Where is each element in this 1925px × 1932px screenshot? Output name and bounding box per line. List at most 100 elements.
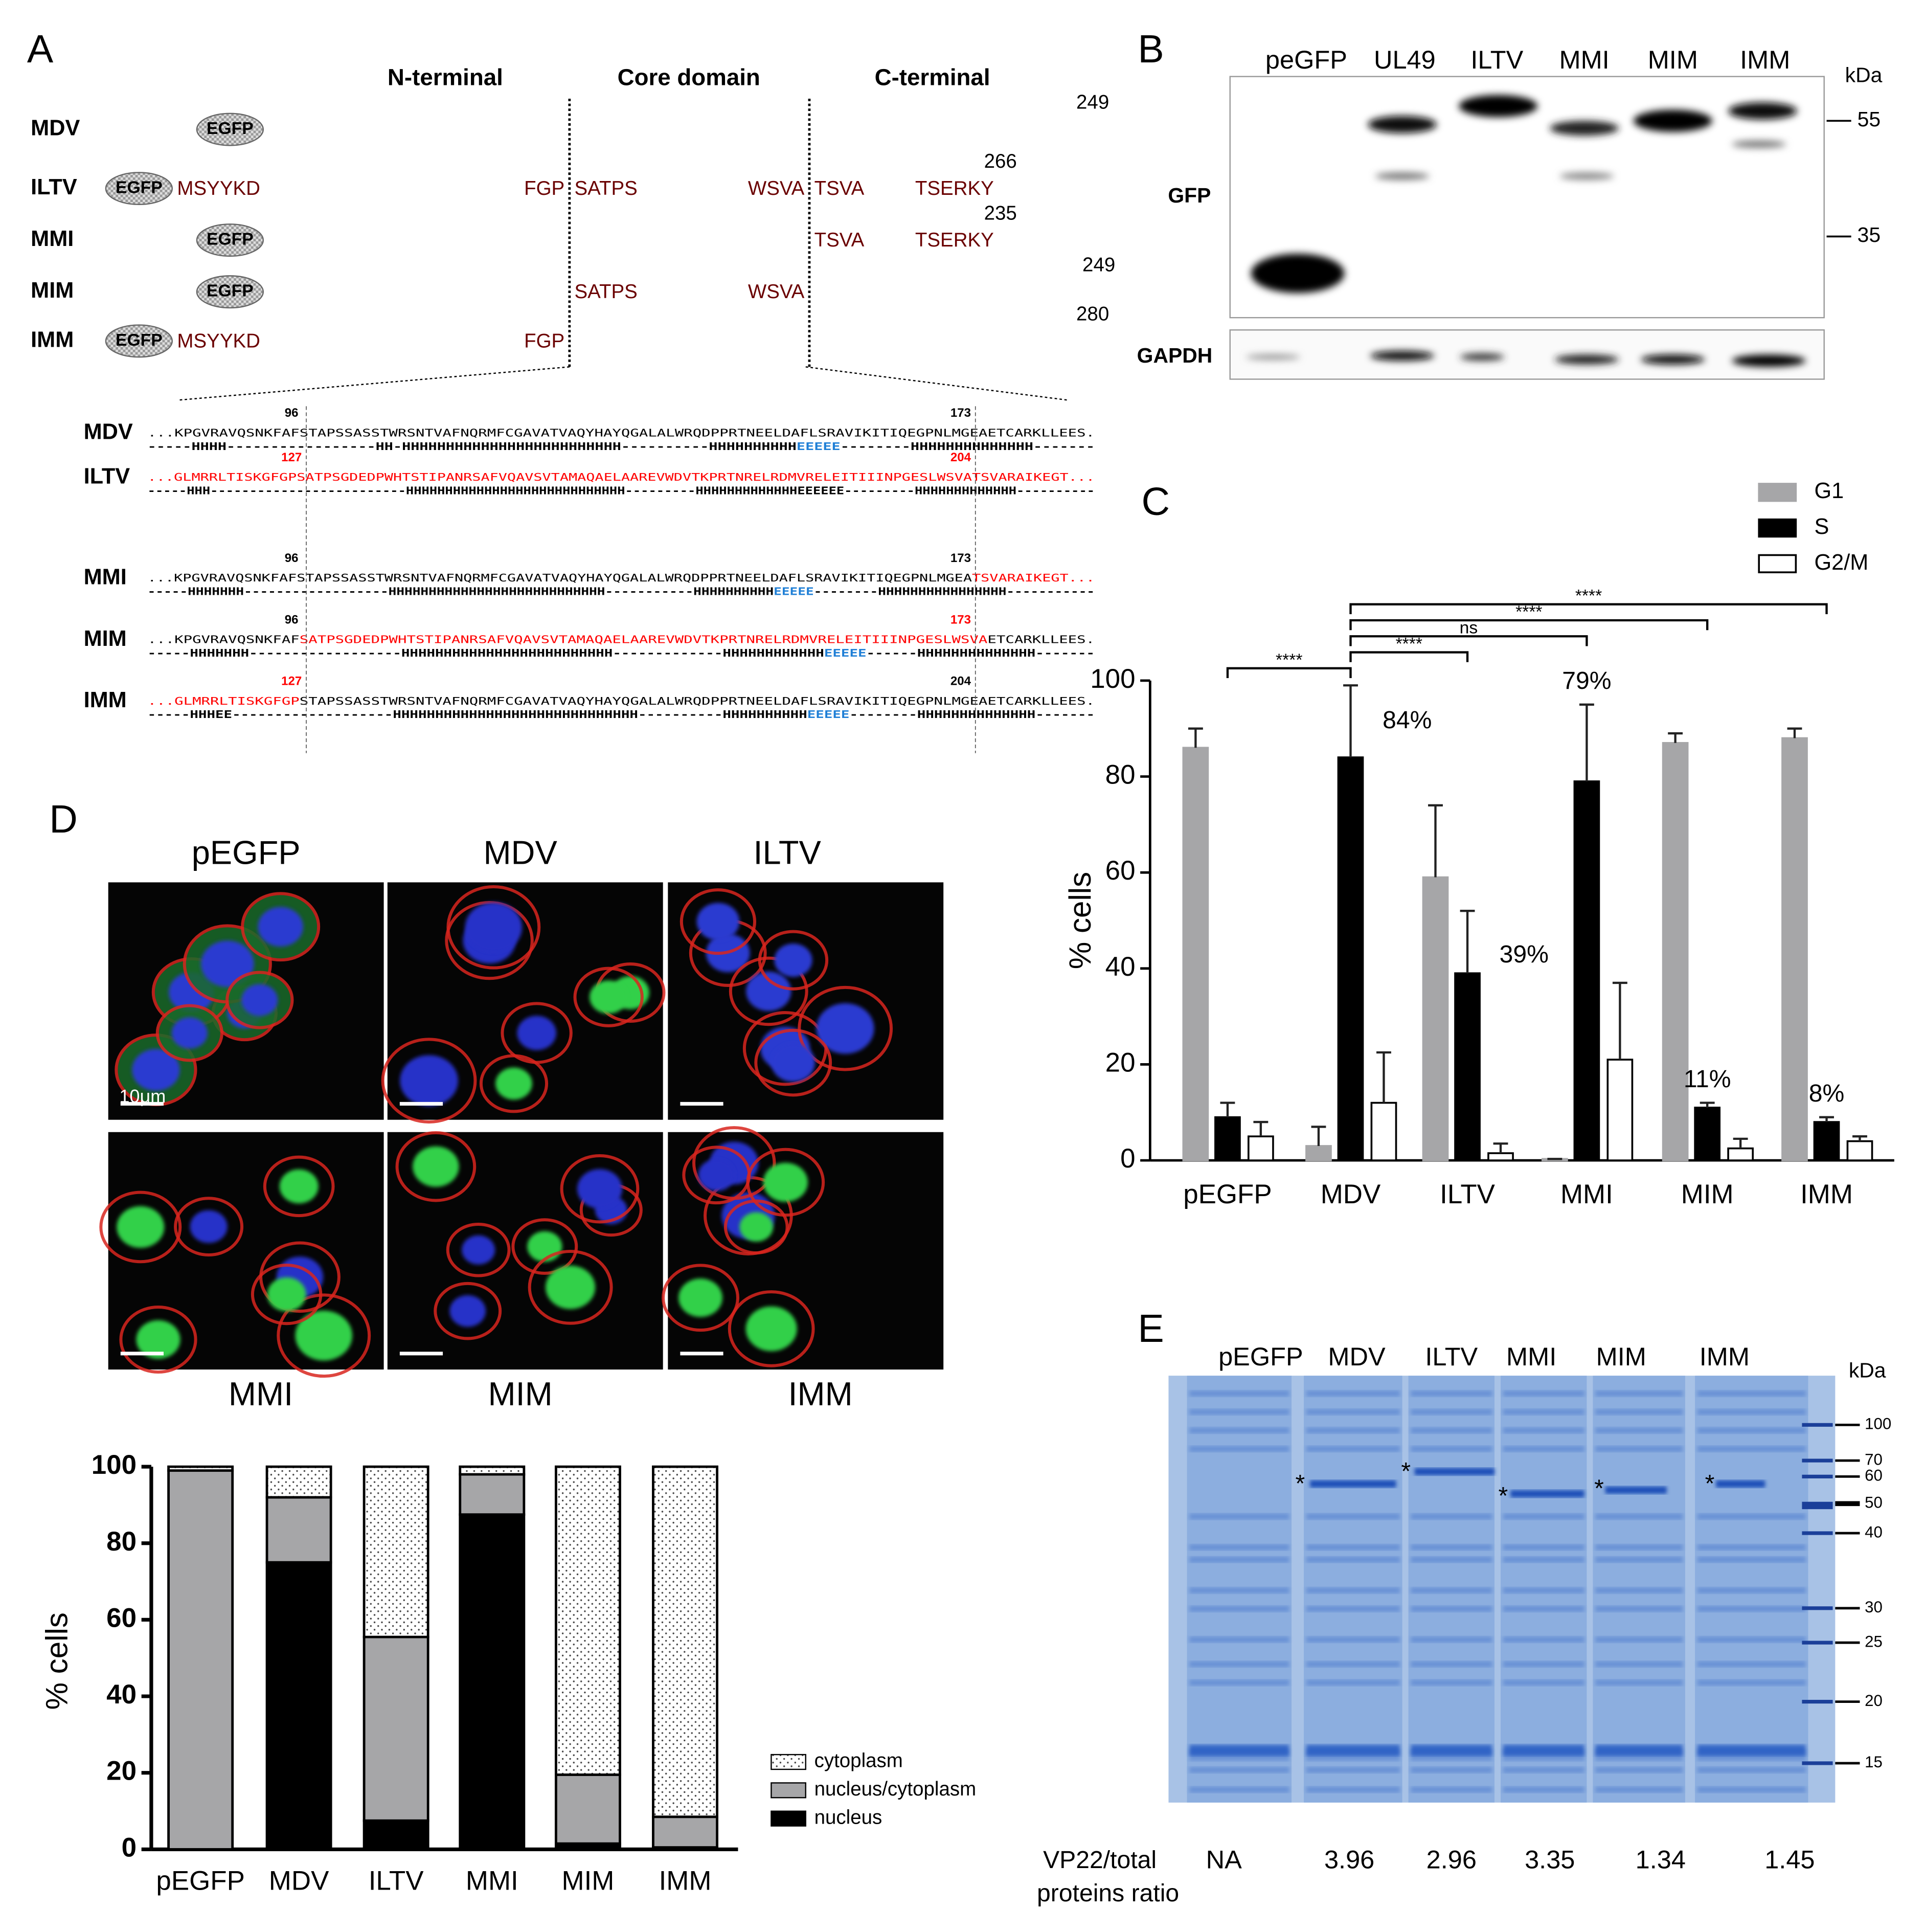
gel-band [1697,1749,1806,1761]
domain-end: RSSDSE [1011,281,1092,303]
gel-band [1503,1749,1584,1761]
sequence-segment: ...KPGVRAVQSNKFAF [148,633,300,645]
cell-membrane [798,985,893,1071]
sequence-line: ...KPGVRAVQSNKFAFSTAPSSASSTWRSNTVAFNQRMF… [148,426,1095,439]
alignment-name: MMI [84,565,127,590]
value-label: 11% [1684,1065,1731,1093]
image-title: MIM [488,1375,553,1412]
cell-nucleus [413,1146,459,1187]
cell-membrane [560,1154,640,1224]
x-tick-label: MIM [1681,1179,1734,1209]
residue-number: 173 [950,406,971,420]
value-label: 84% [1383,706,1432,734]
gel-band [1306,1661,1400,1668]
bar [1606,1059,1634,1161]
significance-bracket [1226,667,1352,679]
cell-nucleus [577,1169,623,1209]
error-bar [1188,727,1203,748]
egfp-label: EGFP [116,178,163,197]
cell-membrane [682,1145,751,1205]
sequence-segment: ...GLMRRLTISKGFGPSATPSGDEDPWHTSTIPANRSAF… [148,471,1095,483]
cells [99,1155,371,1378]
residue-number: 96 [285,551,299,565]
gel-band [1595,1544,1683,1551]
marker-label: 25 [1865,1632,1883,1650]
y-axis-label: % cells [1063,872,1097,969]
cell-nucleus [241,984,278,1016]
bar [1662,742,1689,1161]
domain-start: MSYYKD [177,177,260,199]
gel-band [1411,1409,1492,1416]
sequence-line: ...GLMRRLTISKGFGPSATPSGDEDPWHTSTIPANRSAF… [148,471,1095,483]
error-bar [1253,1120,1269,1137]
gel-band [1411,1587,1492,1593]
gel-band [1189,1661,1289,1668]
marker-label: 40 [1865,1523,1883,1541]
gel-band [1503,1513,1584,1520]
error-bar [1733,1137,1748,1149]
marker-label: 20 [1865,1692,1883,1710]
domain-end: MGEA [746,119,805,141]
band-marker: * [1705,1470,1715,1497]
domain-end: TSERKY [915,177,994,199]
ladder-band [1802,1423,1833,1427]
cell-nucleus [171,1017,208,1049]
bar-segment [363,1635,429,1822]
unit-label: kDa [1849,1359,1886,1382]
lane-label: MMI [1506,1342,1556,1371]
structure-segment: EEEEE [807,708,850,721]
panel-label: E [1138,1307,1164,1351]
marker-label: 50 [1865,1494,1883,1512]
cell-nucleus [774,943,812,977]
domain-end: WSVA [748,281,805,303]
cell-membrane [680,888,757,955]
lane-label: MDV [1328,1342,1386,1371]
bar-segment [363,1819,429,1851]
gel-band [1697,1556,1806,1563]
cell-nucleus [190,1210,228,1243]
cell-membrane [758,930,829,991]
cell-membrane [728,1290,815,1367]
gel-band [1595,1767,1683,1773]
x-tick-label: pEGFP [1183,1179,1272,1209]
panel-b: peGFP UL49 ILTV MMI MIM IMM kDa 55 35 GFP GAPDH [1137,45,1883,380]
cell-membrane [381,1038,477,1124]
cell-membrane [446,885,541,970]
bar [1422,876,1449,1161]
egfp-tag [196,275,264,309]
cell-membrane [446,1222,511,1277]
gel-band [1697,1605,1806,1612]
gel-band [1189,1587,1289,1593]
error-bar [1220,1102,1235,1117]
cell-nucleus [462,1235,495,1265]
sequence-segment: STAPSSASSTWRSNTVAFNQRMFCGAVATVAQYHAYQGAL… [300,695,1095,707]
significance-bracket [1349,651,1469,662]
gel-band [1503,1636,1584,1643]
alignment-name: ILTV [84,464,130,488]
lane-label: IMM [1740,45,1790,74]
cell-nucleus [527,1231,562,1262]
zoom-line [805,366,1068,401]
domain-start: MGDSER [272,229,358,251]
cell-membrane [119,1305,197,1374]
y-axis-label: % cells [39,1612,74,1710]
gel-band [1697,1446,1806,1452]
ratio-value: 2.96 [1426,1845,1477,1874]
x-tick-label: MMI [466,1866,518,1896]
cell-nucleus [465,902,523,953]
gel-band [1306,1544,1400,1551]
gel-band [1595,1427,1683,1434]
gel-band [1697,1636,1806,1643]
domain-end: RSSDSE [1005,119,1086,141]
alignment-name: MDV [84,420,133,444]
structure-line: -----HHHHHHH------------------HHHHHHHHHH… [148,647,1095,659]
y-tick-label: 60 [1105,856,1136,886]
cell-nucleus [696,903,740,940]
y-tick-label: 40 [106,1679,137,1710]
bar-segment [265,1561,332,1851]
bar-segment [652,1815,718,1849]
domain-end: WSVA [748,177,805,199]
egfp-label: EGFP [207,119,254,138]
